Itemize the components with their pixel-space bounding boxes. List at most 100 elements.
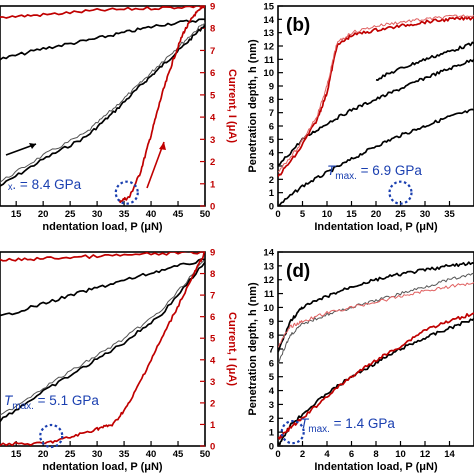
series-line-current	[278, 282, 474, 348]
y-tick-label: 13	[263, 28, 274, 39]
series-line-current	[278, 16, 474, 178]
y-tick-label: 3	[269, 162, 274, 173]
series-group	[278, 14, 474, 206]
annotation-value: = 1.4 GPa	[330, 416, 395, 431]
y-axis-label: Penetration depth, h (nm)	[247, 282, 259, 416]
x-tick-label: 14	[444, 449, 455, 460]
x-axis-label: Indentation load, P (μN)	[314, 461, 438, 473]
x-tick-label: 0	[275, 449, 280, 460]
annotation-text: Tmax. = 1.4 GPa	[300, 416, 395, 435]
x-tick-label: 25	[395, 209, 406, 220]
x-tick-label: 30	[92, 209, 103, 220]
series-line-depth-loading	[278, 272, 474, 365]
y2-tick-label: 3	[210, 377, 215, 388]
y-tick-label: 4	[269, 386, 275, 397]
critical-point-marker	[114, 180, 139, 205]
y2-tick-label: 5	[210, 90, 216, 101]
series-line-current	[278, 14, 474, 173]
y2-tick-label: 0	[210, 442, 215, 453]
y-tick-label: 2	[269, 175, 274, 186]
y2-tick-label: 7	[210, 46, 215, 57]
y-tick-label: 7	[269, 345, 274, 356]
y-tick-label: 7	[269, 108, 274, 119]
series-line-depth-loading	[278, 58, 474, 166]
x-tick-label: 15	[11, 449, 22, 460]
annotation-value: = 6.9 GPa	[357, 163, 422, 178]
panel-label: (d)	[286, 261, 310, 282]
y-axis-label: Penetration depth, h (nm)	[247, 39, 259, 173]
y2-tick-label: 0	[210, 202, 215, 213]
x-tick-label: 35	[119, 449, 130, 460]
annotation-symbol: T	[300, 416, 310, 431]
y2-tick-label: 8	[210, 24, 215, 35]
annotation-subscript: max.	[12, 401, 34, 412]
y2-tick-label: 1	[210, 179, 216, 190]
x-tick-label: 45	[173, 449, 184, 460]
x-tick-label: 25	[65, 449, 76, 460]
x-tick-label: 45	[173, 209, 184, 220]
y-tick-label: 2	[269, 414, 274, 425]
panel-label-bg	[282, 260, 322, 283]
x-tick-label: 15	[11, 209, 22, 220]
annotation-text: ₓ. = 8.4 GPa	[8, 177, 82, 192]
series-line-current	[0, 252, 205, 446]
y-tick-label: 10	[263, 68, 274, 79]
y2-tick-label: 4	[210, 113, 216, 124]
series-line-depth-loading	[0, 24, 205, 187]
y2-tick-label: 3	[210, 135, 215, 146]
series-line-depth-loading	[0, 261, 205, 423]
x-tick-label: 35	[444, 209, 455, 220]
y-tick-label: 1	[269, 188, 275, 199]
x-tick-label: 30	[420, 209, 431, 220]
y2-tick-label: 8	[210, 269, 215, 280]
y-tick-label: 0	[269, 202, 274, 213]
y-tick-label: 8	[269, 331, 274, 342]
series-line-current	[118, 6, 205, 204]
y2-tick-label: 4	[210, 355, 216, 366]
x-tick-label: 25	[65, 209, 76, 220]
y2-axis-label: Current, I (μA)	[226, 312, 238, 386]
annotation-text: Tmax. = 6.9 GPa	[327, 163, 422, 182]
x-tick-label: 50	[200, 209, 211, 220]
x-tick-label: 12	[420, 449, 431, 460]
annotation-text: Tmax. = 5.1 GPa	[4, 393, 99, 412]
y-tick-label: 0	[269, 442, 274, 453]
series-group	[0, 252, 205, 446]
y-tick-label: 5	[269, 135, 275, 146]
y-tick-label: 14	[263, 15, 274, 26]
y-tick-label: 9	[269, 317, 274, 328]
x-tick-label: 35	[119, 209, 130, 220]
series-line-current	[278, 312, 474, 440]
panel-4: 0 2 4 6 8 10 12 1401234567891011121314Penetrati…	[247, 248, 474, 473]
x-tick-label: 40	[146, 449, 157, 460]
x-tick-label: 50	[200, 449, 211, 460]
x-tick-label: 10	[322, 209, 333, 220]
y2-tick-label: 7	[210, 291, 215, 302]
series-line-depth-unloading	[278, 261, 474, 353]
y-tick-label: 5	[269, 372, 275, 383]
series-line-depth-loading	[0, 259, 205, 416]
x-tick-label: 15	[346, 209, 357, 220]
y-tick-label: 12	[263, 42, 274, 53]
x-tick-label: 6	[349, 449, 354, 460]
y-tick-label: 12	[263, 275, 274, 286]
y2-tick-label: 2	[210, 398, 215, 409]
series-line-depth-unloading	[0, 258, 205, 317]
x-axis-label: ndentation load, P (μN)	[42, 461, 163, 473]
current-direction-arrowhead	[159, 142, 166, 150]
y2-tick-label: 1	[210, 420, 216, 431]
y2-axis-label: Current, I (μA)	[226, 69, 238, 143]
y2-tick-label: 2	[210, 157, 215, 168]
x-tick-label: 4	[324, 449, 330, 460]
plot-frame	[0, 251, 206, 447]
x-tick-label: 5	[300, 209, 306, 220]
y2-tick-label: 9	[210, 2, 215, 13]
plot-frame	[0, 5, 206, 207]
series-line-depth-unloading	[0, 18, 205, 61]
y2-tick-label: 6	[210, 312, 215, 323]
x-tick-label: 40	[146, 209, 157, 220]
y-tick-label: 14	[263, 248, 274, 259]
y-tick-label: 1	[269, 428, 275, 439]
y-tick-label: 8	[269, 95, 274, 106]
